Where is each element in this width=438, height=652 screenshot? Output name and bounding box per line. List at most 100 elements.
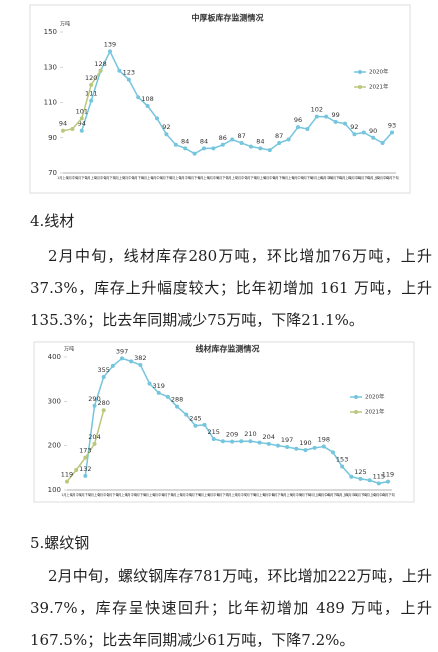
data-label: 153 — [336, 456, 348, 464]
data-point — [340, 464, 345, 469]
legend-label: 2021年 — [369, 83, 389, 91]
x-tick-label: 4月中旬 — [151, 175, 163, 180]
section-paragraph: 2月中旬，螺纹钢库存781万吨，环比增加222万吨，上升 39.7%，库存呈快速… — [30, 567, 432, 649]
data-point — [266, 441, 271, 446]
chart-title: 中厚板库存监测情况 — [192, 13, 264, 23]
x-tick-label: 3月中旬 — [125, 492, 137, 497]
x-tick-label: 8月中旬 — [263, 492, 275, 497]
data-label: 99 — [331, 111, 339, 119]
x-tick-label: 2月下旬 — [104, 175, 116, 180]
x-tick-label: 5月下旬 — [190, 492, 202, 497]
data-point — [165, 394, 170, 399]
data-point — [258, 146, 263, 151]
data-point — [249, 144, 253, 149]
data-point — [220, 142, 225, 147]
data-point — [101, 408, 106, 413]
x-tick-label: 6月中旬 — [208, 175, 220, 180]
data-label: 397 — [116, 347, 128, 355]
data-point — [147, 381, 152, 386]
x-tick-label: 1月上旬 — [57, 175, 69, 180]
data-point — [83, 473, 88, 478]
data-point — [386, 479, 390, 484]
data-label: 245 — [189, 415, 201, 423]
data-point — [257, 440, 262, 445]
data-label: 87 — [237, 132, 245, 140]
x-tick-label: 1月中旬 — [67, 175, 79, 180]
data-label: 84 — [200, 137, 208, 145]
data-point — [108, 49, 112, 54]
data-label: 197 — [281, 436, 293, 444]
data-point — [380, 141, 385, 146]
data-point — [294, 446, 299, 451]
data-label: 111 — [85, 90, 97, 98]
x-tick-label: 6月中旬 — [208, 492, 220, 497]
x-tick-label: 2月下旬 — [107, 492, 119, 497]
data-point — [202, 146, 206, 151]
x-tick-label: 11月上旬 — [338, 175, 352, 180]
x-tick-label: 5月中旬 — [179, 175, 191, 180]
data-label: 128 — [94, 60, 106, 68]
x-tick-label: 7月中旬 — [236, 175, 248, 180]
data-point — [61, 128, 65, 133]
data-point — [330, 450, 335, 455]
data-label: 92 — [162, 123, 170, 131]
data-label: 280 — [97, 399, 109, 407]
data-point — [285, 444, 290, 449]
x-tick-label: 9月上旬 — [281, 492, 293, 497]
data-point — [79, 116, 84, 121]
data-label: 90 — [369, 127, 377, 135]
data-label: 215 — [208, 428, 220, 436]
data-point — [136, 95, 141, 100]
data-point — [371, 135, 376, 140]
chart-frame — [29, 4, 411, 194]
data-label: 120 — [85, 74, 97, 82]
data-point — [239, 141, 244, 146]
data-point — [164, 132, 169, 137]
x-tick-label: 4月中旬 — [153, 492, 165, 497]
data-point — [305, 126, 310, 131]
data-point — [129, 359, 134, 364]
x-tick-label: 7月上旬 — [226, 175, 238, 180]
x-tick-label: 11月中旬 — [348, 175, 362, 180]
x-tick-label: 3月中旬 — [123, 175, 135, 180]
data-label: 92 — [350, 123, 358, 131]
x-tick-label: 12月上旬 — [366, 175, 380, 180]
y-unit: 万吨 — [60, 21, 70, 28]
data-point — [65, 479, 69, 484]
data-point — [175, 404, 180, 409]
data-point — [333, 119, 338, 124]
x-tick-label: 4月上旬 — [144, 492, 156, 497]
x-tick-label: 7月下旬 — [245, 175, 257, 180]
data-point — [74, 468, 79, 473]
data-point — [117, 68, 122, 73]
data-label: 94 — [78, 120, 86, 128]
section-heading: 4.线材 — [30, 212, 75, 230]
x-tick-label: 11月下旬 — [357, 175, 371, 180]
data-point — [296, 125, 300, 130]
x-tick-label: 4月下旬 — [162, 492, 174, 497]
series-line — [81, 49, 393, 155]
x-tick-label: 10月上旬 — [308, 492, 322, 497]
data-label: 210 — [244, 430, 256, 438]
x-tick-label: 9月中旬 — [292, 175, 304, 180]
x-tick-label: 10月中旬 — [319, 175, 333, 180]
x-tick-label: 8月下旬 — [273, 175, 285, 180]
series-line — [84, 357, 389, 485]
x-tick-label: 8月上旬 — [255, 175, 267, 180]
data-point — [367, 478, 372, 483]
data-point — [275, 443, 280, 448]
data-point — [343, 121, 347, 126]
legend-marker — [358, 70, 362, 74]
x-tick-label: 2月中旬 — [95, 175, 107, 180]
data-point — [220, 439, 225, 444]
data-label: 204 — [88, 433, 100, 441]
x-tick-label: 5月中旬 — [180, 492, 192, 497]
x-tick-label: 8月上旬 — [254, 492, 266, 497]
data-point — [349, 474, 354, 479]
x-tick-label: 1月上旬 — [61, 492, 73, 497]
legend-marker — [354, 395, 358, 399]
x-tick-label: 1月下旬 — [80, 492, 92, 497]
data-label: 290 — [88, 395, 100, 403]
data-label: 115 — [373, 472, 385, 480]
data-point — [89, 82, 94, 87]
